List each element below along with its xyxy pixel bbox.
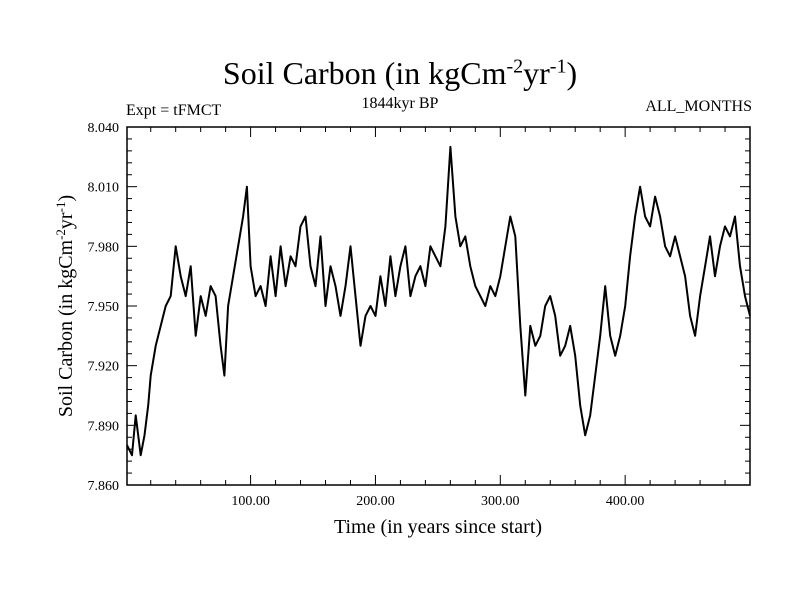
y-tick-label: 7.890 (88, 419, 120, 434)
series-line (126, 145, 751, 457)
y-tick-label: 7.950 (88, 300, 120, 315)
x-tick-label: 300.00 (481, 494, 520, 509)
y-axis-label: Soil Carbon (in kgCm-2yr-1) (53, 195, 78, 417)
plot-frame (126, 126, 751, 486)
y-tick-label: 7.860 (88, 479, 120, 494)
x-tick-label: 100.00 (231, 494, 270, 509)
chart-title: Soil Carbon (in kgCm-2yr-1) (222, 55, 578, 91)
experiment-label: Expt = tFMCT (126, 102, 222, 119)
x-tick-label: 400.00 (606, 494, 645, 509)
x-tick-label: 200.00 (356, 494, 395, 509)
y-tick-label: 8.040 (88, 121, 120, 136)
x-axis-label: Time (in years since start) (334, 516, 542, 538)
y-tick-label: 7.920 (88, 360, 120, 375)
y-tick-label: 7.980 (88, 240, 120, 255)
y-tick-label: 8.010 (88, 181, 120, 196)
subtitle: 1844kyr BP (361, 95, 439, 112)
months-label: ALL_MONTHS (645, 98, 752, 115)
